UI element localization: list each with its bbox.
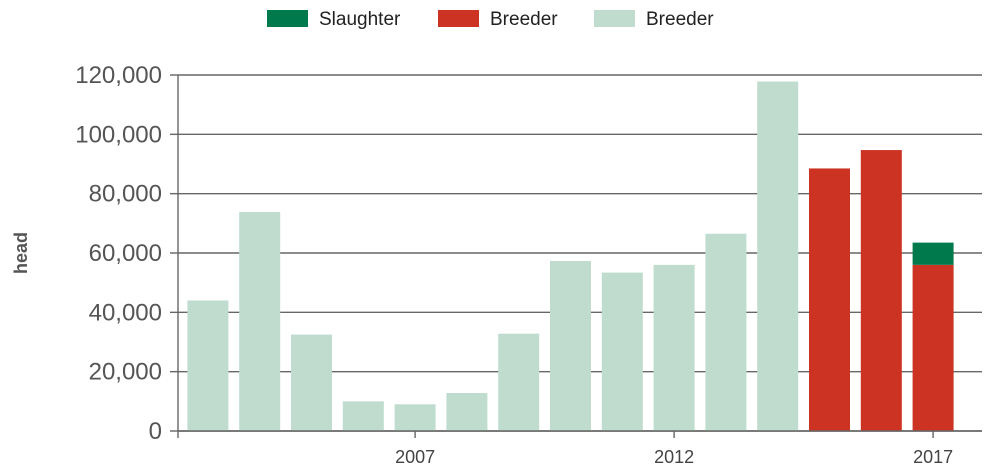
x-tick-label: 2007 (395, 447, 435, 467)
y-tick-label: 80,000 (89, 181, 162, 208)
bar-2008-series-0 (446, 393, 488, 431)
y-tick-label: 100,000 (75, 121, 162, 148)
legend-swatch-1 (438, 10, 479, 27)
legend-label-2: Breeder (646, 9, 714, 30)
y-tick-label: 0 (149, 418, 162, 445)
bar-2017-series-1 (912, 264, 954, 431)
bar-2011-series-0 (601, 272, 643, 431)
legend-swatch-0 (267, 10, 308, 27)
y-axis-title: head (11, 232, 31, 274)
bar-2004-series-0 (239, 212, 281, 431)
bar-2007-series-0 (394, 404, 436, 431)
legend-label-1: Breeder (490, 9, 558, 30)
bar-2006-series-0 (342, 401, 384, 431)
legend-label-0: Slaughter (319, 9, 401, 30)
y-tick-label: 40,000 (89, 299, 162, 326)
bar-2009-series-0 (498, 333, 540, 431)
bar-2017-series-2 (912, 242, 954, 265)
bar-2003-series-0 (187, 300, 229, 431)
x-tick-label: 2017 (913, 447, 953, 467)
bar-2010-series-0 (550, 261, 591, 431)
legend-swatch-2 (594, 10, 635, 27)
x-tick-label: 2012 (654, 447, 694, 467)
y-tick-label: 60,000 (89, 240, 162, 267)
y-tick-label: 20,000 (89, 359, 162, 386)
bar-2013-series-0 (705, 233, 747, 431)
bar-2005-series-0 (291, 334, 332, 431)
bar-2014-series-0 (757, 81, 799, 431)
y-tick-label: 120,000 (75, 62, 162, 89)
bar-2012-series-0 (653, 264, 695, 431)
bar-2016-series-1 (860, 150, 902, 431)
bar-2015-series-1 (809, 168, 850, 431)
